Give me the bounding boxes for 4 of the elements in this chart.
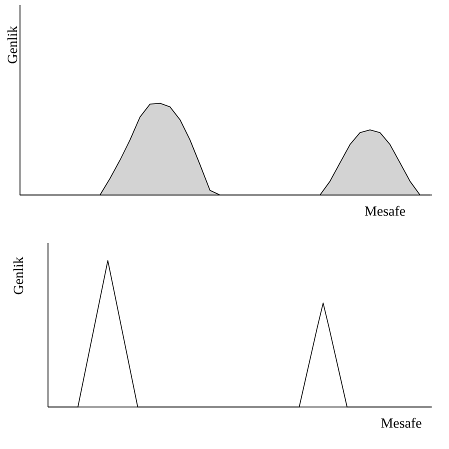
y-axis-title: Genlik <box>13 256 24 294</box>
x-axis-title: Mesafe <box>364 206 406 216</box>
x-axis-title: Mesafe <box>381 418 422 428</box>
y-axis-title: Genlik <box>7 26 18 64</box>
